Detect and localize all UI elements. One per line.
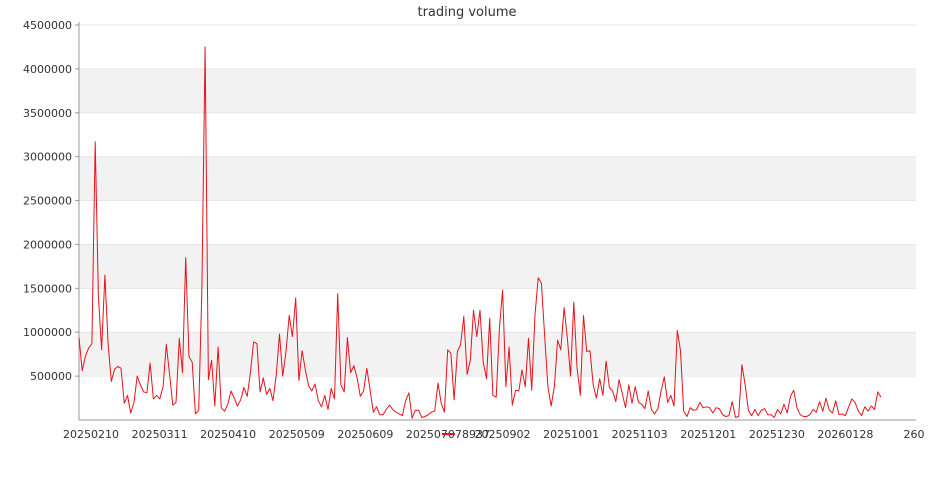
x-tick-label: 20250707 [406, 428, 462, 441]
y-tick-label: 1000000 [23, 326, 72, 339]
background-bands [79, 68, 916, 377]
y-tick-label: 3500000 [23, 107, 72, 120]
x-tick-label: 20250902 [475, 428, 531, 441]
x-tick-label: 20251103 [612, 428, 668, 441]
x-tick-label: 20251001 [543, 428, 599, 441]
y-tick-label: 2500000 [23, 195, 72, 208]
x-tick-label: 260 [904, 428, 925, 441]
x-tick-label: 20250509 [269, 428, 325, 441]
x-tick-label: 20250410 [200, 428, 256, 441]
background-band [79, 244, 916, 289]
background-band [79, 68, 916, 113]
x-axis-ticks: 20250210 20250311 20250410 20250509 20250609… [63, 428, 925, 441]
y-axis-ticks: 500000 1000000 1500000 2000000 2500000 300000… [23, 19, 79, 383]
chart-title: trading volume [417, 5, 516, 20]
x-tick-label: 20251230 [749, 428, 805, 441]
y-tick-label: 500000 [30, 370, 72, 383]
y-tick-label: 2000000 [23, 238, 72, 251]
y-tick-label: 1500000 [23, 282, 72, 295]
background-band [79, 156, 916, 201]
x-tick-label: 20250311 [132, 428, 188, 441]
x-tick-label: 20250609 [337, 428, 393, 441]
y-tick-label: 3000000 [23, 151, 72, 164]
y-tick-label: 4000000 [23, 63, 72, 76]
y-tick-label: 4500000 [23, 19, 72, 32]
x-tick-label: 20250210 [63, 428, 119, 441]
legend-label: 8937 [462, 428, 490, 441]
axes [78, 22, 916, 421]
x-tick-label: 20251201 [680, 428, 736, 441]
legend[interactable]: 8937 [442, 428, 490, 441]
series-line-8937 [78, 46, 882, 419]
plot-area [78, 46, 882, 419]
x-tick-label: 20260128 [817, 428, 873, 441]
